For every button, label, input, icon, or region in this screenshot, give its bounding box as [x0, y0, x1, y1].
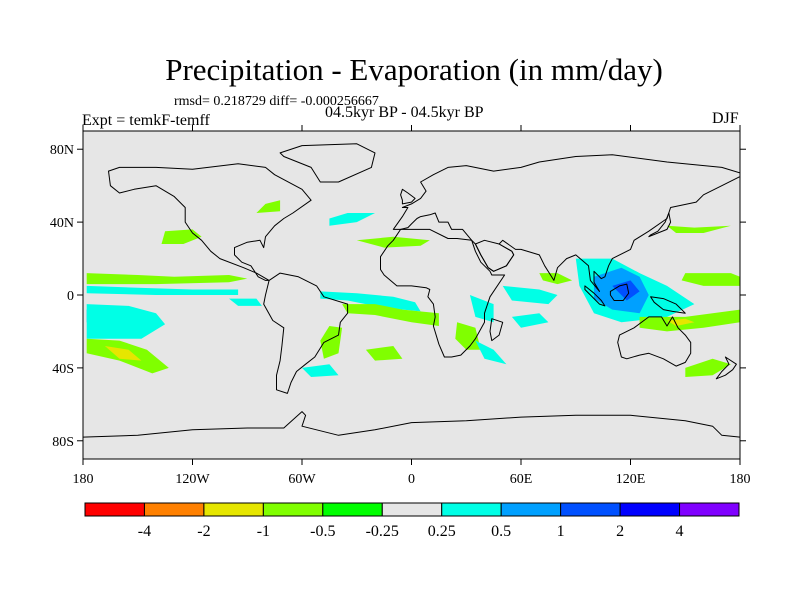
colorbar-box — [560, 502, 621, 517]
land-new-guinea — [650, 296, 686, 314]
lon-tick-label: 180 — [73, 472, 94, 487]
region-s-america-east-green — [320, 326, 343, 359]
region-n-pacific-cyan — [86, 285, 239, 295]
colorbar-box — [143, 502, 205, 517]
land-eurasia — [392, 154, 740, 292]
colorbar-label: 0.5 — [491, 523, 511, 540]
colorbar-label: -0.25 — [366, 523, 399, 540]
land-sumatra — [584, 285, 606, 307]
colorbar-box — [322, 502, 383, 517]
land-arabia-fill — [474, 239, 515, 272]
colorbar-label: 4 — [676, 523, 684, 540]
region-n-pacific-green — [86, 273, 248, 285]
region-south-atl-cyan — [302, 364, 339, 377]
region-n-america-green — [161, 229, 202, 244]
coastlines — [83, 143, 740, 459]
colorbar-box — [203, 502, 264, 517]
colorbar-box — [500, 502, 562, 517]
land-japan — [648, 212, 672, 238]
land-greenland — [279, 143, 376, 183]
colorbar-label: -0.5 — [310, 523, 335, 540]
colorbar-label: -2 — [197, 523, 210, 540]
colorbar-label: -1 — [257, 523, 270, 540]
colorbar-box — [679, 502, 740, 517]
land-south-america — [263, 272, 349, 394]
lat-tick-label: 40S — [52, 362, 74, 377]
region-s-pacific-yellow — [104, 346, 142, 361]
region-maritime-dark — [612, 280, 640, 301]
region-n-atlantic-cyan — [329, 213, 375, 226]
experiment-label: Expt = temkF-temff — [82, 112, 210, 129]
lon-tick-label: 60E — [510, 472, 533, 487]
land-antarctica — [83, 411, 740, 459]
plot-title: Precipitation - Evaporation (in mm/day) — [165, 52, 663, 87]
region-e-pacific-cyan — [229, 298, 262, 306]
region-s-pacific-cyan — [86, 304, 166, 339]
colorbar: -4 -2 -1 -0.5 -0.25 0.25 0.5 1 2 4 — [84, 502, 740, 540]
region-africa-east-cyan — [469, 295, 494, 323]
region-sw-atlantic-green — [365, 346, 403, 361]
colorbar-label: 1 — [557, 523, 565, 540]
region-tasman-green — [685, 358, 731, 377]
colorbar-label: 0.25 — [428, 523, 456, 540]
lon-tick-label: 120W — [175, 472, 210, 487]
region-japan-green — [667, 225, 731, 233]
colorbar-box — [619, 502, 681, 517]
region-w-pacific-green — [681, 273, 740, 286]
land-australia — [617, 316, 692, 367]
region-atlantic-cyan — [320, 291, 421, 312]
colorbar-box — [84, 502, 145, 517]
land-madagascar — [489, 318, 504, 342]
colorbar-box — [262, 502, 324, 517]
region-atlantic-green — [342, 304, 439, 326]
region-n-india-green — [539, 273, 573, 285]
lon-tick-label: 120E — [616, 472, 646, 487]
period-label: 04.5kyr BP - 04.5kyr BP — [325, 104, 484, 121]
land-africa — [380, 228, 506, 358]
region-indian-south-cyan — [511, 313, 549, 328]
colorbar-label: -4 — [138, 523, 151, 540]
region-indian-sw-cyan — [475, 340, 507, 365]
region-med-green — [356, 236, 430, 248]
region-canada-green — [256, 200, 281, 213]
lat-tick-label: 80N — [50, 143, 74, 158]
lon-tick-label: 60W — [288, 472, 316, 487]
lon-tick-label: 0 — [408, 472, 415, 487]
lon-tick-label: 180 — [730, 472, 751, 487]
lat-tick-label: 40N — [50, 216, 74, 231]
season-label: DJF — [712, 110, 739, 127]
land-new-zealand — [715, 356, 737, 380]
map-axes: 80N 40N 0 40S 80S 180 120W 60W 0 60E 120E 180 — [50, 125, 751, 487]
land-borneo — [609, 283, 630, 301]
region-africa-south-green — [455, 322, 481, 350]
colorbar-box — [381, 502, 443, 517]
land-uk — [400, 188, 416, 205]
region-indian-cyan — [502, 285, 558, 305]
colorbar-label: 2 — [616, 523, 624, 540]
lat-tick-label: 80S — [52, 435, 74, 450]
lat-tick-label: 0 — [67, 289, 74, 304]
land-north-america — [108, 163, 312, 281]
stats-line: rmsd= 0.218729 diff= -0.000256667 — [174, 94, 379, 109]
colorbar-box — [441, 502, 502, 517]
